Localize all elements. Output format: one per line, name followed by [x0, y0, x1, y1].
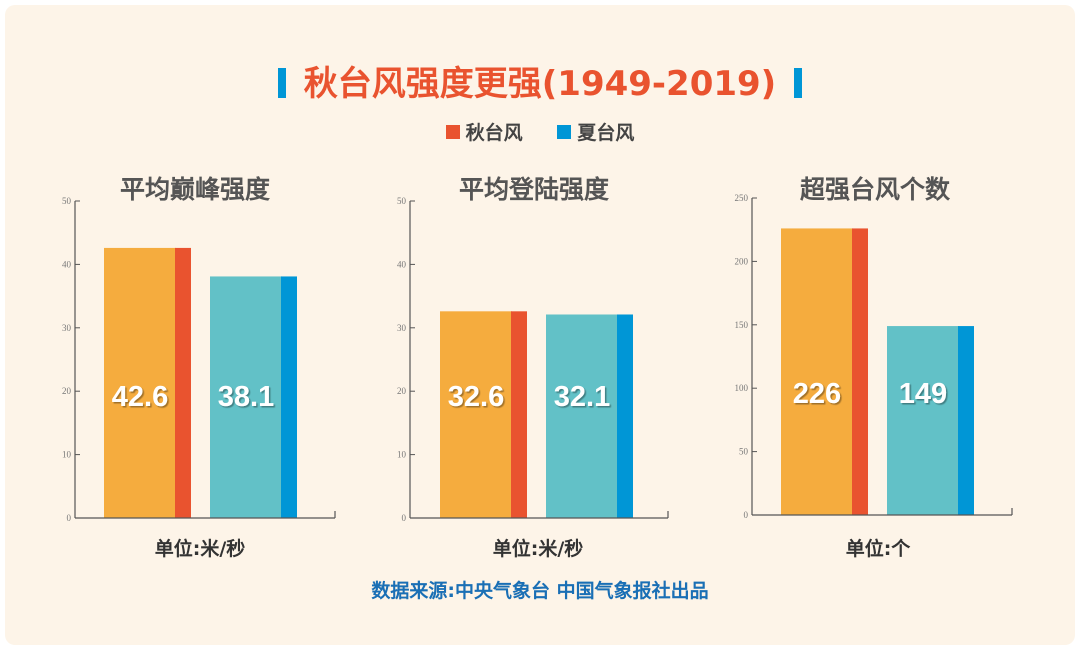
y-tick-label: 0	[744, 510, 749, 520]
bar-side	[175, 247, 191, 518]
bar-side	[617, 314, 633, 518]
bar-side	[852, 228, 868, 515]
y-tick-label: 50	[397, 196, 407, 206]
y-tick-label: 40	[62, 259, 72, 269]
y-tick-label: 50	[739, 447, 749, 457]
legend-swatch	[445, 124, 460, 139]
y-tick-label: 10	[397, 450, 407, 460]
y-tick-label: 200	[735, 256, 749, 266]
y-tick-label: 0	[402, 513, 407, 523]
subchart-title: 超强台风个数	[799, 175, 950, 204]
y-tick-label: 40	[397, 259, 407, 269]
y-tick-label: 150	[735, 320, 749, 330]
legend-swatch	[557, 124, 572, 139]
data-label: 42.6	[112, 381, 168, 413]
y-tick-label: 20	[397, 386, 407, 396]
unit-label: 单位:米/秒	[154, 538, 246, 560]
legend-item-autumn: 秋台风	[445, 122, 523, 144]
bar-front	[104, 247, 176, 518]
y-tick-label: 30	[397, 323, 407, 333]
source-note: 数据来源:中央气象台 中国气象报社出品	[371, 580, 709, 602]
y-tick-label: 10	[62, 450, 72, 460]
data-label: 38.1	[218, 381, 274, 413]
legend: 秋台风 夏台风	[0, 118, 1080, 145]
data-label: 32.6	[448, 381, 504, 413]
y-tick-label: 30	[62, 323, 72, 333]
unit-label: 单位:米/秒	[492, 538, 584, 560]
y-tick-label: 250	[735, 193, 749, 203]
legend-label: 秋台风	[465, 122, 523, 144]
title-bar-left	[277, 67, 286, 98]
unit-label: 单位:个	[845, 538, 911, 560]
data-label: 226	[793, 378, 841, 410]
data-label: 149	[899, 378, 947, 410]
chart-title: 秋台风强度更强(1949-2019)	[0, 56, 1080, 105]
y-tick-label: 100	[735, 383, 749, 393]
y-tick-label: 0	[67, 513, 72, 523]
subchart-title: 平均巅峰强度	[119, 175, 270, 204]
bar-side	[958, 326, 974, 515]
bar-side	[281, 276, 297, 518]
title-text: 秋台风强度更强(1949-2019)	[303, 64, 777, 104]
bar-front	[781, 228, 853, 515]
subchart-title: 平均登陆强度	[458, 175, 609, 204]
bar-front	[440, 311, 512, 518]
bar-front	[546, 314, 618, 518]
y-tick-label: 50	[62, 196, 72, 206]
legend-label: 夏台风	[577, 122, 635, 144]
data-label: 32.1	[554, 381, 610, 413]
title-bar-right	[794, 67, 803, 98]
y-tick-label: 20	[62, 386, 72, 396]
bar-front	[887, 326, 959, 515]
bar-side	[511, 311, 527, 518]
legend-item-summer: 夏台风	[557, 122, 634, 144]
bar-front	[210, 276, 282, 518]
